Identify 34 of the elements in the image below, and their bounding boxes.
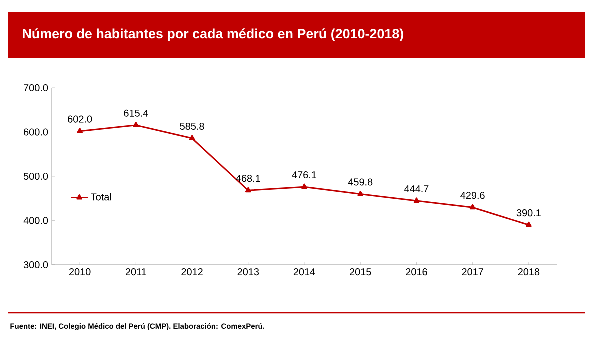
data-label: 390.1 [516, 210, 541, 217]
y-tick-label: 700.0 [24, 84, 48, 92]
x-tick-label: 2016 [406, 268, 428, 276]
data-label: 585.8 [180, 122, 204, 130]
y-tick-label: 400.0 [24, 217, 48, 224]
point [77, 128, 83, 134]
legend-label: Total [91, 193, 112, 201]
x-tick-label: 2012 [182, 268, 203, 276]
y-tick-label: 500.0 [24, 172, 48, 180]
x-tick-label: 2014 [294, 268, 316, 276]
point [526, 222, 532, 228]
data-label: 459.8 [348, 178, 373, 186]
x-tick-label: 2010 [69, 268, 91, 276]
data-label: 476.1 [292, 172, 316, 179]
point [245, 187, 252, 193]
x-tick-label: 2013 [238, 268, 260, 276]
data-label: 468.1 [236, 175, 260, 182]
point [302, 184, 308, 190]
point [133, 122, 140, 128]
data-label: 444.7 [404, 186, 429, 192]
data-label: 429.6 [460, 192, 485, 200]
data-label: 602.0 [68, 116, 92, 123]
point [470, 204, 476, 210]
y-tick-label: 300.0 [24, 261, 48, 269]
chart-title: Número de habitantes por cada médico en Perú (2010-2018) [23, 28, 404, 42]
point [358, 191, 364, 196]
x-tick-label: 2017 [462, 268, 484, 276]
x-tick-label: 2015 [350, 268, 372, 276]
x-tick-label: 2018 [518, 268, 540, 276]
point [414, 198, 420, 203]
y-tick-label: 600.0 [24, 128, 48, 136]
x-tick-label: 2011 [126, 268, 146, 276]
data-label: 615.4 [124, 110, 148, 117]
point [189, 135, 196, 141]
